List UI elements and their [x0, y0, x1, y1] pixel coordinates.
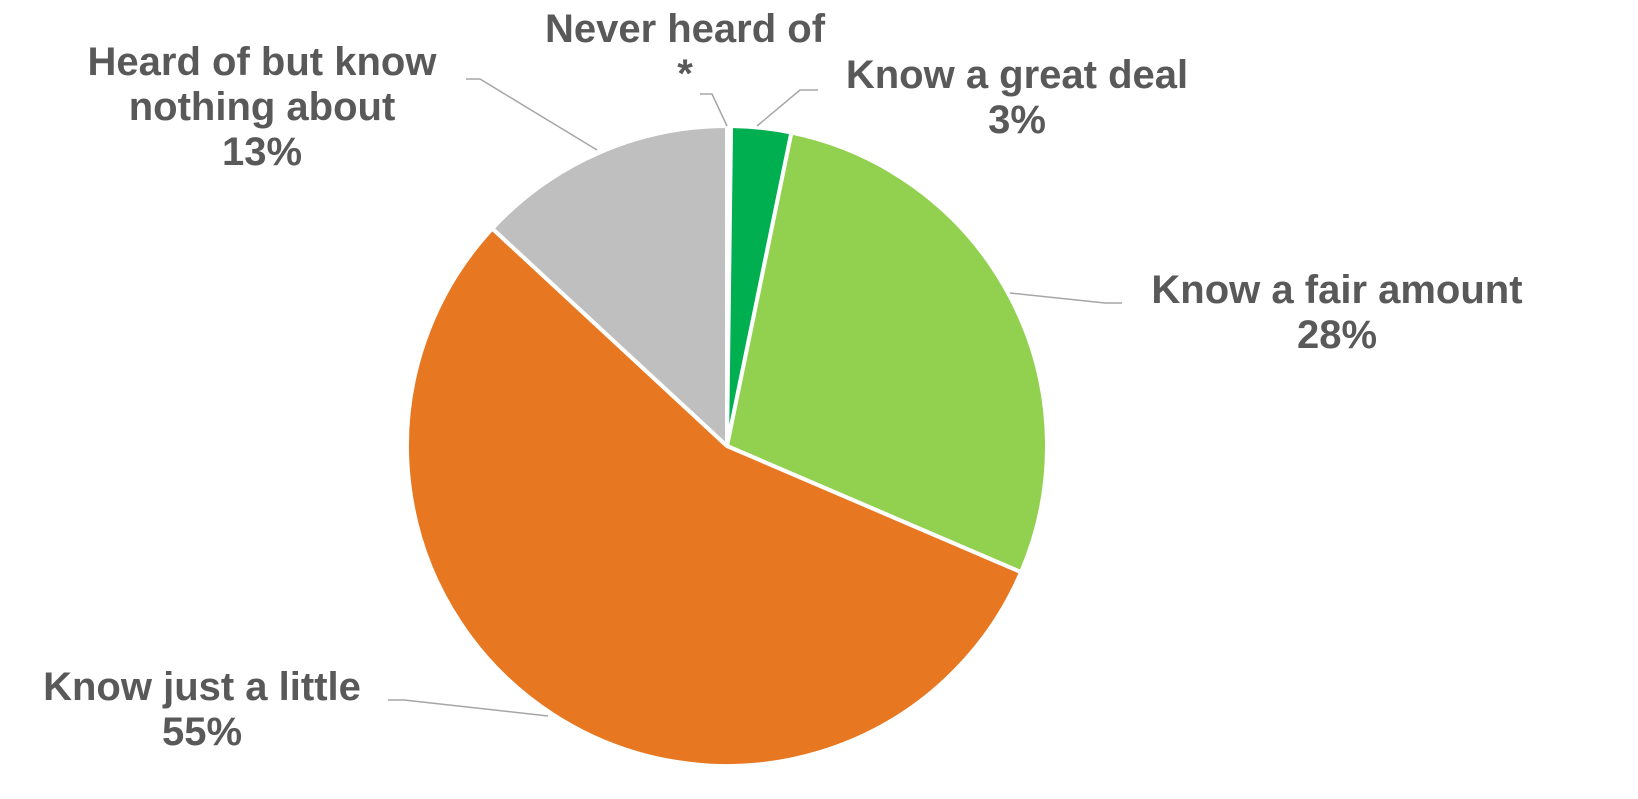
data-label-heard-of-but-know-nothing-about: Heard of but know nothing about 13% — [88, 40, 438, 174]
data-labels: Never heard of * Know a great deal 3%Know a… — [43, 7, 1522, 754]
data-label-category: Know a fair amount — [1151, 268, 1522, 312]
pie-slices — [405, 124, 1050, 768]
data-label-category: Never heard of — [545, 7, 826, 51]
leader-line-know-just-a-little — [388, 699, 549, 717]
leader-line-never-heard-of — [700, 93, 728, 127]
data-label-value: 3% — [988, 98, 1046, 142]
data-label-value: 28% — [1297, 313, 1377, 357]
data-label-value: 13% — [222, 130, 302, 174]
pie-slice-know-a-fair-amount — [725, 130, 1050, 575]
data-label-category: nothing about — [129, 85, 396, 129]
pie-slice-heard-of-but-know-nothing-about — [490, 124, 729, 448]
leader-lines — [388, 78, 1122, 717]
data-label-category: Know a great deal — [846, 53, 1188, 97]
leader-line-know-a-fair-amount — [1009, 292, 1122, 304]
data-label-category: Know just a little — [43, 665, 361, 709]
data-label-never-heard-of: Never heard of * — [545, 7, 826, 96]
leader-line-know-a-great-deal — [756, 89, 818, 127]
data-label-value: * — [677, 52, 693, 96]
data-label-know-a-great-deal: Know a great deal 3% — [846, 53, 1188, 142]
pie-slice-know-just-a-little — [405, 226, 1024, 768]
data-label-know-just-a-little: Know just a little 55% — [43, 665, 361, 754]
data-label-category: Heard of but know — [88, 40, 438, 84]
data-label-know-a-fair-amount: Know a fair amount 28% — [1151, 268, 1522, 357]
data-label-value: 55% — [162, 710, 242, 754]
leader-line-heard-of-but-know-nothing-about — [466, 78, 598, 151]
